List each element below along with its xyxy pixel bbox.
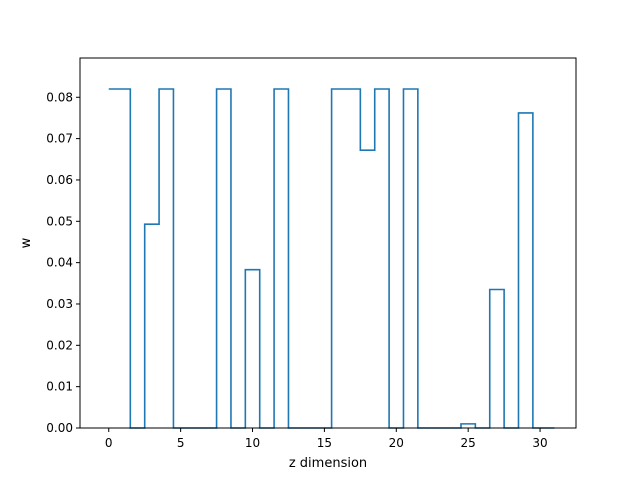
y-tick-label: 0.01 [46,380,73,394]
y-tick-label: 0.03 [46,297,73,311]
x-tick-label: 20 [389,436,404,450]
x-tick-label: 25 [461,436,476,450]
y-tick-label: 0.00 [46,421,73,435]
y-tick-label: 0.06 [46,173,73,187]
axes-frame [79,57,577,429]
x-tick-label: 10 [245,436,260,450]
y-tick-label: 0.08 [46,90,73,104]
x-axis-label: z dimension [289,456,367,471]
x-tick-label: 0 [105,436,113,450]
y-tick-label: 0.05 [46,214,73,228]
x-tick-label: 30 [532,436,547,450]
y-tick-label: 0.02 [46,338,73,352]
y-axis-ticks: 0.00 0.01 0.02 0.03 0.04 0.05 0.06 0.07 0.08 [46,90,80,435]
x-tick-label: 5 [177,436,185,450]
y-tick-label: 0.07 [46,132,73,146]
x-axis-ticks: 0 5 10 15 20 25 30 [105,428,548,450]
y-tick-label: 0.04 [46,256,73,270]
x-tick-label: 15 [317,436,332,450]
y-axis-label: w [19,237,34,248]
